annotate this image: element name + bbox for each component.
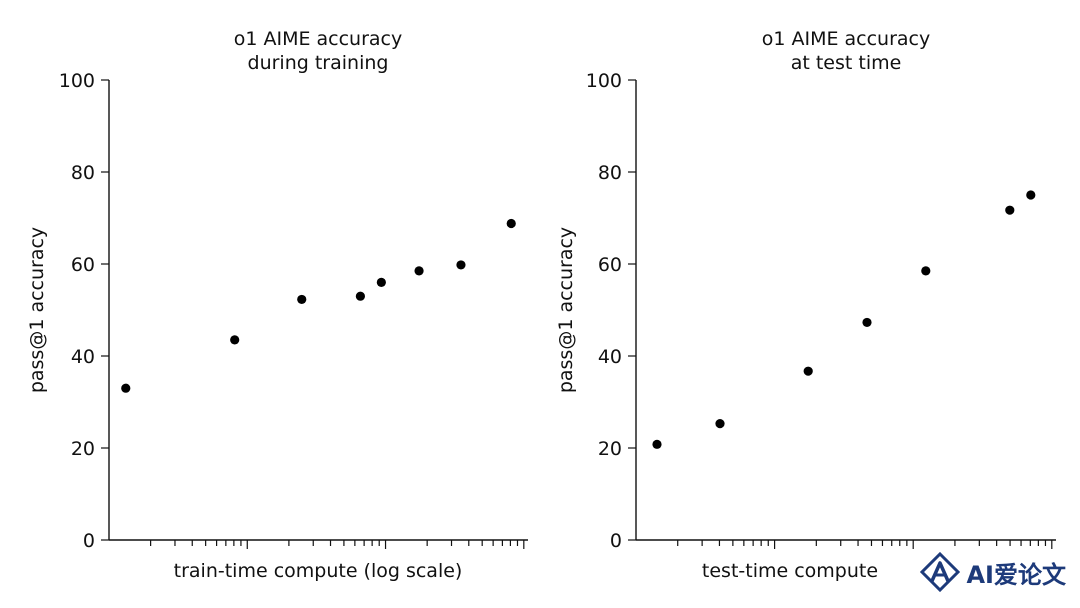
right-chart-x-axis-label: test-time compute [702, 560, 878, 582]
left-chart-panel: o1 AIME accuracy during training 0 20 40 60… [26, 28, 528, 582]
left-chart-x-axis-label: train-time compute (log scale) [174, 560, 463, 582]
left-chart-title-line-1: o1 AIME accuracy [234, 28, 403, 50]
watermark: AI爱论文 [920, 552, 1066, 592]
watermark-logo-icon [920, 552, 961, 592]
right-chart-point-4 [921, 266, 931, 276]
right-chart-y-tick-label-3: 60 [598, 254, 622, 276]
left-chart-y-tick-label-1: 20 [71, 438, 95, 460]
right-chart-title-line-2: at test time [791, 52, 902, 74]
right-chart-y-ticks: 0 20 40 60 80 100 [586, 70, 636, 552]
left-chart-point-6 [456, 260, 466, 270]
left-chart-x-ticks [150, 540, 525, 549]
left-chart-y-tick-label-3: 60 [71, 254, 95, 276]
right-chart-point-5 [1005, 205, 1015, 215]
right-chart-y-tick-label-2: 40 [598, 346, 622, 368]
left-chart-point-2 [297, 294, 307, 305]
left-chart-point-7 [506, 218, 516, 229]
right-chart-point-3 [862, 317, 872, 328]
left-chart-title-line-2: during training [248, 52, 389, 74]
right-chart-x-ticks [677, 540, 1053, 549]
left-chart-point-0 [121, 383, 131, 393]
right-chart-point-6 [1026, 190, 1036, 200]
left-chart-y-tick-label-0: 0 [83, 530, 95, 552]
left-chart-y-axis-label: pass@1 accuracy [26, 227, 48, 393]
left-chart-y-tick-label-2: 40 [71, 346, 95, 368]
right-chart-panel: o1 AIME accuracy at test time 0 20 40 60 80 1… [555, 28, 1056, 582]
left-chart-points [121, 218, 516, 393]
right-chart-y-tick-label-4: 80 [598, 162, 622, 184]
right-chart-point-0 [652, 439, 662, 449]
left-chart-point-3 [355, 291, 365, 301]
right-chart-points [652, 190, 1036, 449]
left-chart-point-4 [376, 277, 386, 287]
watermark-text: AI爱论文 [966, 560, 1066, 589]
right-chart-y-tick-label-1: 20 [598, 438, 622, 460]
left-chart-y-tick-label-4: 80 [71, 162, 95, 184]
right-chart-y-axis-label: pass@1 accuracy [555, 227, 577, 393]
right-chart-y-tick-label-0: 0 [610, 530, 622, 552]
right-chart-y-tick-label-5: 100 [586, 70, 622, 92]
left-chart-point-5 [414, 266, 424, 276]
right-chart-point-2 [803, 366, 813, 376]
left-chart-y-tick-label-5: 100 [59, 70, 95, 92]
right-chart-title-line-1: o1 AIME accuracy [762, 28, 931, 50]
left-chart-y-ticks: 0 20 40 60 80 100 [59, 70, 109, 552]
right-chart-point-1 [715, 419, 725, 429]
left-chart-point-1 [230, 335, 240, 345]
